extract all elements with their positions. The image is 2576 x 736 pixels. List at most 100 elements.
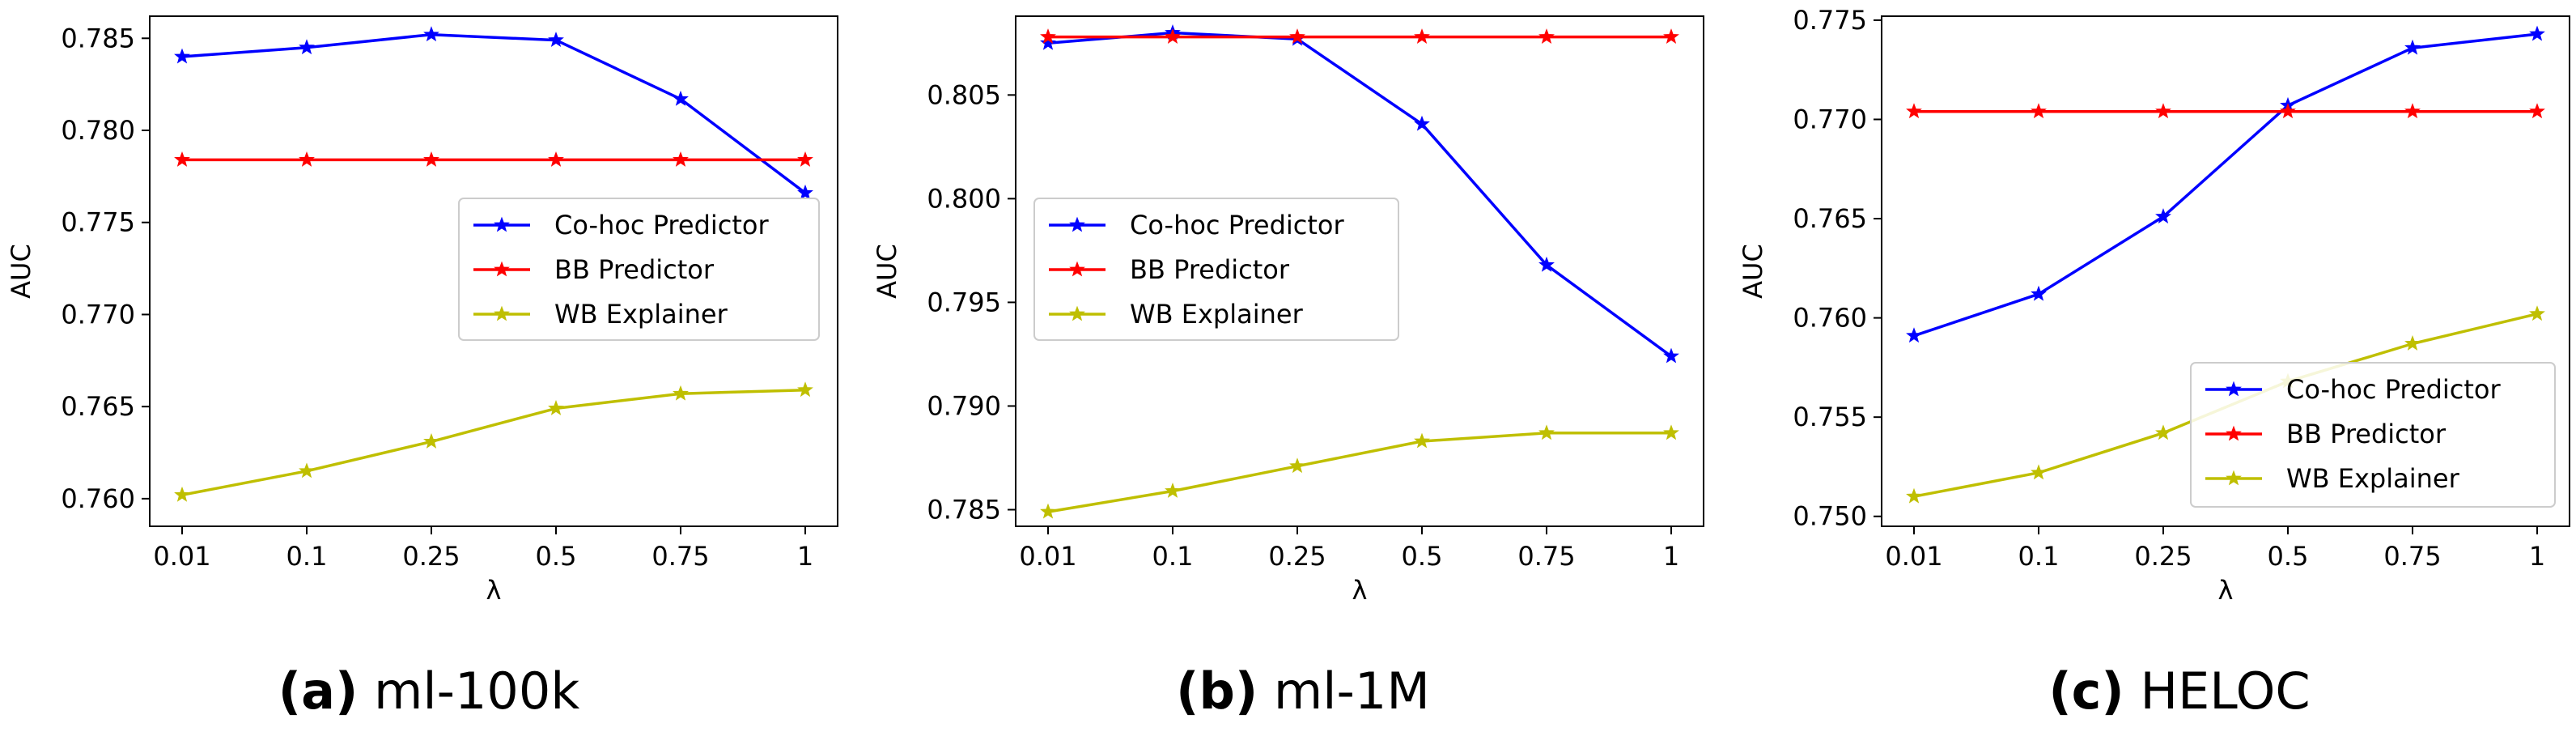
data-point: [1289, 457, 1305, 474]
chart-panel-c: 0.750 0.755 0.760 0.765 0.770 0.775 0.01 0.1 0.2…: [1738, 5, 2570, 721]
data-point: [299, 462, 315, 479]
series-line-2: [181, 388, 806, 497]
data-point: [2031, 285, 2047, 301]
data-point: [2529, 305, 2545, 321]
x-tick-label: 0.1: [1152, 541, 1194, 572]
data-point: [797, 381, 813, 398]
data-point: [673, 90, 689, 106]
data-point: [548, 32, 564, 48]
plot-frame: [1881, 15, 2570, 527]
y-tick-label: 0.765: [61, 391, 135, 422]
x-axis-label: λ: [1352, 575, 1368, 606]
y-tick-label: 0.800: [927, 183, 1001, 214]
legend-label: Co-hoc Predictor: [1130, 210, 1344, 240]
data-point: [2404, 335, 2421, 351]
data-point: [2155, 103, 2171, 119]
data-point: [299, 39, 315, 55]
chart-panel-a: 0.760 0.765 0.770 0.775 0.780 0.785 0.01 0.1 0.2…: [6, 15, 838, 721]
data-point: [1538, 28, 1555, 45]
legend-marker: [2226, 470, 2242, 486]
y-tick-label: 0.795: [927, 287, 1001, 317]
y-tick-label: 0.755: [1793, 402, 1867, 432]
x-axis-label: λ: [486, 575, 502, 606]
x-tick-label: 0.75: [1517, 541, 1575, 572]
x-tick-label: 0.75: [651, 541, 709, 572]
legend: Co-hoc Predictor BB Predictor WB Explainer: [1033, 198, 1399, 341]
series-line-0: [181, 32, 807, 194]
data-point: [673, 151, 689, 167]
y-tick-label: 0.805: [927, 79, 1001, 110]
data-point: [1906, 487, 1922, 504]
x-tick-label: 0.01: [1885, 541, 1942, 572]
y-tick-label: 0.765: [1793, 203, 1867, 234]
y-tick-label: 0.770: [1793, 104, 1867, 134]
data-point: [673, 385, 689, 401]
data-point: [1906, 327, 1922, 343]
legend-marker: [494, 261, 510, 277]
plot-frame: [1015, 15, 1704, 527]
legend-marker: [494, 305, 510, 321]
series-line-0: [1047, 31, 1673, 358]
legend-label: Co-hoc Predictor: [554, 210, 769, 240]
data-point: [1663, 347, 1679, 364]
caption-text: ml-1M: [1258, 662, 1430, 721]
data-point: [1663, 28, 1679, 45]
legend-label: BB Predictor: [2286, 419, 2447, 449]
data-point: [2031, 103, 2047, 119]
legend-label: WB Explainer: [554, 299, 728, 330]
x-tick-label: 1: [1663, 541, 1679, 572]
data-point: [2280, 103, 2296, 119]
x-tick-label: 1: [2529, 541, 2545, 572]
data-point: [1289, 28, 1305, 45]
legend-marker: [2226, 425, 2242, 441]
caption-letter: (c): [2048, 662, 2124, 721]
data-point: [548, 151, 564, 167]
legend-box: [458, 198, 820, 341]
data-point: [2155, 208, 2171, 224]
data-point: [174, 48, 190, 64]
legend-label: BB Predictor: [554, 254, 715, 285]
figure-caption: (a) ml-100k: [278, 662, 580, 721]
legend-box: [2190, 362, 2556, 508]
series-line-0: [1913, 32, 2538, 338]
legend: Co-hoc Predictor BB Predictor WB Explainer: [458, 198, 820, 341]
y-tick-label: 0.760: [1793, 303, 1867, 334]
legend-label: BB Predictor: [1130, 254, 1290, 285]
y-tick-label: 0.750: [1793, 501, 1867, 532]
x-tick-label: 0.25: [2134, 541, 2192, 572]
data-point: [2529, 25, 2545, 41]
data-point: [2404, 103, 2421, 119]
data-point: [1165, 28, 1181, 45]
x-tick-label: 0.5: [536, 541, 577, 572]
data-point: [2031, 464, 2047, 480]
data-point: [174, 151, 190, 167]
data-point: [1040, 503, 1056, 519]
x-tick-label: 0.5: [2268, 541, 2309, 572]
data-point: [2529, 103, 2545, 119]
data-point: [1414, 115, 1430, 131]
data-point: [548, 400, 564, 415]
x-tick-label: 0.01: [1019, 541, 1076, 572]
legend-marker: [494, 216, 510, 232]
x-tick-label: 1: [797, 541, 813, 572]
caption-text: HELOC: [2124, 662, 2311, 721]
data-point: [1040, 28, 1056, 45]
figure-caption: (b) ml-1M: [1176, 662, 1430, 721]
data-point: [1663, 424, 1679, 440]
y-axis-label: AUC: [1738, 244, 1768, 299]
data-point: [1165, 483, 1181, 498]
legend-box: [1033, 198, 1399, 341]
chart-panel-b: 0.785 0.790 0.795 0.800 0.805 0.01 0.1 0.25 0.5 0…: [872, 15, 1704, 721]
data-point: [423, 432, 439, 449]
legend-label: Co-hoc Predictor: [2286, 374, 2501, 405]
legend: Co-hoc Predictor BB Predictor WB Explainer: [2190, 362, 2556, 508]
figure-caption: (c) HELOC: [2048, 662, 2310, 721]
data-point: [2404, 39, 2421, 55]
x-tick-label: 0.25: [1268, 541, 1326, 572]
y-tick-label: 0.775: [61, 207, 135, 238]
data-point: [1414, 432, 1430, 449]
data-point: [1906, 103, 1922, 119]
data-point: [1538, 256, 1555, 272]
data-point: [2155, 424, 2171, 440]
caption-text: ml-100k: [358, 662, 579, 721]
